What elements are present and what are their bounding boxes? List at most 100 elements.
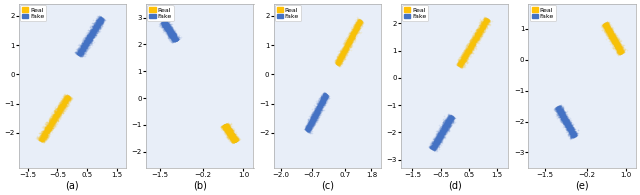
Point: [353, 19, 363, 22]
Point: [167, 27, 177, 30]
Point: [316, 103, 326, 106]
Point: [303, 127, 313, 130]
Point: [225, 128, 236, 131]
Point: [552, 109, 563, 112]
Point: [437, 126, 447, 129]
Point: [560, 123, 570, 126]
Point: [83, 35, 93, 38]
Point: [443, 118, 453, 121]
Point: [231, 139, 241, 142]
Point: [563, 132, 573, 135]
Point: [159, 20, 170, 23]
Point: [166, 33, 176, 36]
Point: [478, 21, 488, 24]
Point: [555, 107, 565, 110]
Point: [479, 20, 490, 23]
Point: [92, 24, 102, 27]
Point: [564, 130, 575, 133]
Point: [557, 117, 567, 121]
Point: [562, 119, 572, 122]
Point: [481, 21, 491, 24]
Point: [560, 120, 570, 123]
Point: [94, 24, 104, 27]
Point: [460, 50, 470, 53]
Point: [557, 112, 567, 115]
Point: [467, 45, 477, 48]
Point: [343, 35, 353, 38]
Point: [163, 27, 173, 31]
Point: [305, 122, 316, 125]
Point: [224, 130, 234, 133]
Point: [168, 37, 179, 40]
Point: [566, 125, 577, 129]
Point: [333, 60, 343, 63]
Point: [223, 125, 234, 129]
Point: [614, 48, 625, 51]
Point: [461, 44, 472, 47]
Point: [480, 29, 490, 32]
Point: [38, 133, 48, 136]
Point: [227, 135, 237, 138]
Point: [561, 119, 571, 122]
Point: [615, 47, 625, 50]
Point: [438, 122, 449, 125]
Point: [159, 24, 170, 27]
Point: [609, 36, 619, 39]
Point: [434, 145, 444, 148]
Point: [604, 29, 614, 32]
Point: [58, 102, 68, 105]
Point: [310, 115, 320, 119]
Point: [447, 116, 458, 119]
Point: [41, 135, 51, 138]
Point: [570, 132, 580, 135]
Point: [454, 64, 465, 67]
Point: [437, 131, 447, 134]
Point: [463, 52, 473, 55]
Point: [74, 53, 84, 57]
Point: [339, 45, 349, 48]
Point: [226, 133, 236, 136]
Point: [345, 35, 355, 39]
Point: [425, 146, 435, 149]
Point: [84, 32, 95, 35]
Point: [344, 38, 355, 41]
Point: [431, 140, 442, 143]
Point: [427, 147, 437, 150]
Point: [225, 124, 236, 127]
Point: [233, 136, 243, 139]
Point: [36, 136, 47, 139]
Point: [607, 35, 617, 38]
Point: [446, 116, 456, 119]
Point: [319, 103, 330, 106]
Point: [556, 111, 566, 114]
Point: [314, 105, 324, 108]
Point: [164, 28, 175, 31]
Point: [607, 32, 617, 35]
Point: [474, 29, 484, 33]
Point: [609, 43, 620, 46]
Point: [455, 65, 465, 68]
Point: [350, 29, 360, 32]
Point: [472, 39, 482, 42]
Point: [467, 41, 477, 44]
Point: [554, 110, 564, 113]
Point: [559, 118, 570, 121]
Point: [560, 123, 570, 126]
Point: [225, 137, 236, 141]
Point: [77, 45, 87, 48]
Point: [569, 134, 579, 137]
Point: [479, 19, 489, 22]
Point: [342, 45, 353, 48]
Point: [468, 43, 479, 47]
Point: [436, 135, 447, 138]
Point: [159, 22, 170, 25]
Point: [337, 55, 348, 58]
Point: [478, 30, 488, 33]
Point: [170, 37, 180, 40]
Point: [458, 56, 468, 59]
Point: [84, 37, 94, 40]
Point: [310, 114, 321, 117]
Point: [610, 41, 620, 44]
Point: [467, 40, 477, 43]
Point: [157, 20, 168, 24]
